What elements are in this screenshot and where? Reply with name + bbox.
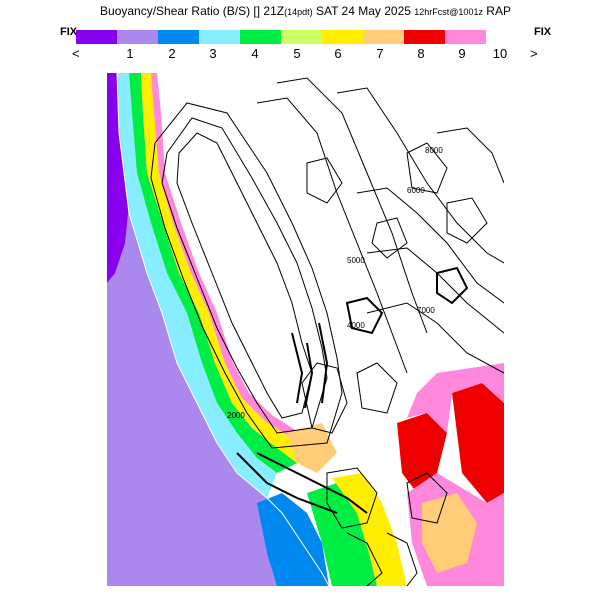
ocean-fill-violet xyxy=(107,73,129,283)
contour-label: 5000 xyxy=(347,256,365,265)
title-model: RAP xyxy=(486,4,511,18)
scale-swatch-10[interactable] xyxy=(445,30,486,44)
contour-label: 4000 xyxy=(347,321,365,330)
next-arrow-icon[interactable]: > xyxy=(530,46,538,61)
title-local-time: (14pdt) xyxy=(284,7,313,17)
scale-swatch-4[interactable] xyxy=(199,30,240,44)
scale-label-10[interactable]: 10 xyxy=(492,46,508,61)
scale-label-2[interactable]: 2 xyxy=(168,46,176,61)
contour-label: 6000 xyxy=(407,186,425,195)
southern-cyan-zone xyxy=(257,493,329,586)
coast-band-yellow xyxy=(141,73,317,463)
scale-label-9[interactable]: 9 xyxy=(458,46,466,61)
scale-label-1[interactable]: 1 xyxy=(126,46,134,61)
scale-swatch-7[interactable] xyxy=(322,30,363,44)
scale-swatch-1[interactable] xyxy=(76,30,117,44)
coastline xyxy=(116,73,330,586)
ocean-fill-purple xyxy=(107,73,329,586)
contour-label-group: 8000 6000 5000 7000 4000 2000 xyxy=(227,146,443,420)
previous-arrow-icon[interactable]: < xyxy=(72,46,80,61)
desert-red-zone-1 xyxy=(397,413,447,493)
title-main: Buoyancy/Shear Ratio (B/S) [] 21Z xyxy=(100,4,285,18)
scale-label-3[interactable]: 3 xyxy=(209,46,217,61)
scale-swatch-3[interactable] xyxy=(158,30,199,44)
title-date: SAT 24 May 2025 xyxy=(315,4,411,18)
southern-orange-zone xyxy=(287,423,337,473)
heavy-contours xyxy=(236,266,469,514)
scale-label-5[interactable]: 5 xyxy=(293,46,301,61)
coast-band-pink xyxy=(151,73,319,443)
title-forecast: 12hrFcst@1001z xyxy=(414,7,483,17)
contour-label: 7000 xyxy=(417,306,435,315)
fix-scale-left-button[interactable]: FIX xyxy=(60,26,78,38)
desert-pink-zone xyxy=(407,363,504,433)
scale-swatch-5[interactable] xyxy=(240,30,281,44)
scale-swatch-6[interactable] xyxy=(281,30,322,44)
scale-swatch-2[interactable] xyxy=(117,30,158,44)
scale-label-7[interactable]: 7 xyxy=(376,46,384,61)
map-title: Buoyancy/Shear Ratio (B/S) [] 21Z(14pdt)… xyxy=(0,4,611,18)
scale-label-8[interactable]: 8 xyxy=(417,46,425,61)
desert-red-zone-2 xyxy=(452,383,504,503)
scale-swatch-9[interactable] xyxy=(404,30,445,44)
color-scale xyxy=(76,30,486,44)
ratio-map[interactable]: 8000 6000 5000 7000 4000 2000 xyxy=(107,73,504,586)
scale-labels: 1 2 3 4 5 6 7 8 9 10 xyxy=(0,46,611,62)
scale-label-4[interactable]: 4 xyxy=(251,46,259,61)
desert-orange-zone xyxy=(422,493,477,573)
contour-label: 2000 xyxy=(227,411,245,420)
contour-label: 8000 xyxy=(425,146,443,155)
fix-scale-right-button[interactable]: FIX xyxy=(534,26,552,38)
scale-label-6[interactable]: 6 xyxy=(334,46,342,61)
scale-swatch-8[interactable] xyxy=(363,30,404,44)
